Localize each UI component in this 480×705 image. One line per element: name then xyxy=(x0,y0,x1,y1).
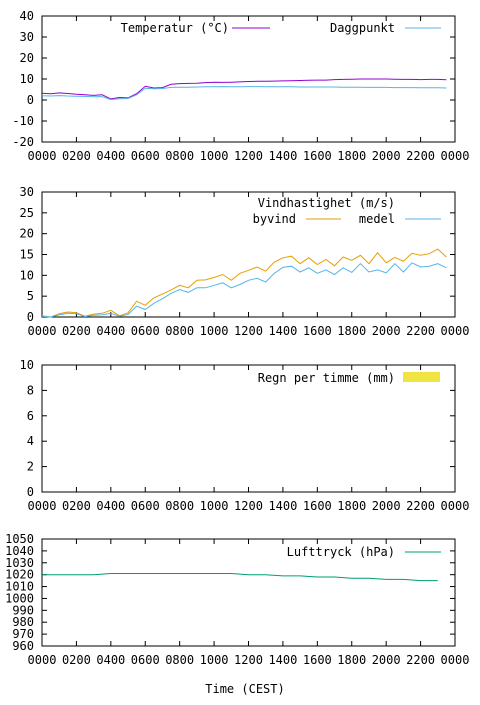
y-tick-label: 20 xyxy=(20,227,34,241)
x-tick-label: 0400 xyxy=(96,324,125,338)
x-tick-label: 2000 xyxy=(372,149,401,163)
y-tick-label: 25 xyxy=(20,206,34,220)
y-tick-label: -20 xyxy=(12,135,34,149)
y-tick-label: 15 xyxy=(20,248,34,262)
series-line-dew xyxy=(42,87,446,100)
x-tick-label: 0600 xyxy=(131,324,160,338)
y-tick-label: 0 xyxy=(27,485,34,499)
series-line-wind xyxy=(42,263,446,317)
x-tick-label: 2000 xyxy=(372,324,401,338)
x-tick-label: 1800 xyxy=(337,324,366,338)
x-tick-label: 1600 xyxy=(303,149,332,163)
y-tick-label: 30 xyxy=(20,30,34,44)
y-tick-label: 40 xyxy=(20,9,34,23)
x-tick-label: 1200 xyxy=(234,149,263,163)
x-tick-label: 1000 xyxy=(200,324,229,338)
x-tick-label: 0000 xyxy=(441,653,470,667)
x-tick-label: 1200 xyxy=(234,653,263,667)
plot-frame-2 xyxy=(42,192,455,317)
x-tick-label: 0400 xyxy=(96,149,125,163)
y-tick-label: 5 xyxy=(27,289,34,303)
y-tick-label: 0 xyxy=(27,93,34,107)
x-tick-label: 0800 xyxy=(165,499,194,513)
x-tick-label: 1400 xyxy=(268,324,297,338)
x-axis-label: Time (CEST) xyxy=(205,682,284,696)
x-tick-label: 0000 xyxy=(28,149,57,163)
x-tick-label: 0000 xyxy=(28,499,57,513)
y-tick-label: 6 xyxy=(27,409,34,423)
x-tick-label: 0200 xyxy=(62,499,91,513)
x-tick-label: 2200 xyxy=(406,499,435,513)
x-tick-label: 2000 xyxy=(372,653,401,667)
x-tick-label: 0800 xyxy=(165,324,194,338)
x-tick-label: 0400 xyxy=(96,499,125,513)
y-tick-label: 8 xyxy=(27,383,34,397)
x-tick-label: 1800 xyxy=(337,149,366,163)
x-tick-label: 0200 xyxy=(62,149,91,163)
legend-label: byvind xyxy=(253,212,296,226)
y-tick-label: 1050 xyxy=(5,532,34,546)
legend-label: medel xyxy=(359,212,395,226)
x-tick-label: 1600 xyxy=(303,653,332,667)
x-tick-label: 1200 xyxy=(234,324,263,338)
y-tick-label: 30 xyxy=(20,185,34,199)
x-tick-label: 1800 xyxy=(337,653,366,667)
x-tick-label: 0000 xyxy=(28,324,57,338)
x-tick-label: 1000 xyxy=(200,499,229,513)
series-line-gust xyxy=(42,249,446,317)
x-tick-label: 1400 xyxy=(268,499,297,513)
series-line-temp xyxy=(42,79,446,99)
x-tick-label: 1400 xyxy=(268,653,297,667)
y-tick-label: -10 xyxy=(12,114,34,128)
legend-label: Lufttryck (hPa) xyxy=(287,545,395,559)
y-tick-label: 2 xyxy=(27,460,34,474)
x-tick-label: 1600 xyxy=(303,499,332,513)
x-tick-label: 0600 xyxy=(131,499,160,513)
x-tick-label: 0800 xyxy=(165,653,194,667)
y-tick-label: 10 xyxy=(20,72,34,86)
x-tick-label: 0600 xyxy=(131,653,160,667)
y-tick-label: 10 xyxy=(20,268,34,282)
y-tick-label: 10 xyxy=(20,358,34,372)
y-tick-label: 4 xyxy=(27,434,34,448)
legend-label: Temperatur (°C) xyxy=(121,21,229,35)
x-tick-label: 2200 xyxy=(406,324,435,338)
y-tick-label: 0 xyxy=(27,310,34,324)
x-tick-label: 0000 xyxy=(441,499,470,513)
y-tick-label: 20 xyxy=(20,51,34,65)
x-tick-label: 0200 xyxy=(62,324,91,338)
x-tick-label: 0000 xyxy=(28,653,57,667)
x-tick-label: 0800 xyxy=(165,149,194,163)
x-tick-label: 2000 xyxy=(372,499,401,513)
legend-label: Daggpunkt xyxy=(330,21,395,35)
legend-label: Regn per timme (mm) xyxy=(258,371,395,385)
x-tick-label: 1400 xyxy=(268,149,297,163)
x-tick-label: 0000 xyxy=(441,324,470,338)
series-line-pressure xyxy=(42,574,438,581)
x-tick-label: 1000 xyxy=(200,149,229,163)
x-tick-label: 1800 xyxy=(337,499,366,513)
legend-swatch xyxy=(403,372,440,382)
chart-title: Vindhastighet (m/s) xyxy=(258,196,395,210)
x-tick-label: 1000 xyxy=(200,653,229,667)
x-tick-label: 2200 xyxy=(406,149,435,163)
x-tick-label: 1600 xyxy=(303,324,332,338)
x-tick-label: 0400 xyxy=(96,653,125,667)
x-tick-label: 1200 xyxy=(234,499,263,513)
x-tick-label: 0600 xyxy=(131,149,160,163)
x-tick-label: 0200 xyxy=(62,653,91,667)
x-tick-label: 2200 xyxy=(406,653,435,667)
x-tick-label: 0000 xyxy=(441,149,470,163)
